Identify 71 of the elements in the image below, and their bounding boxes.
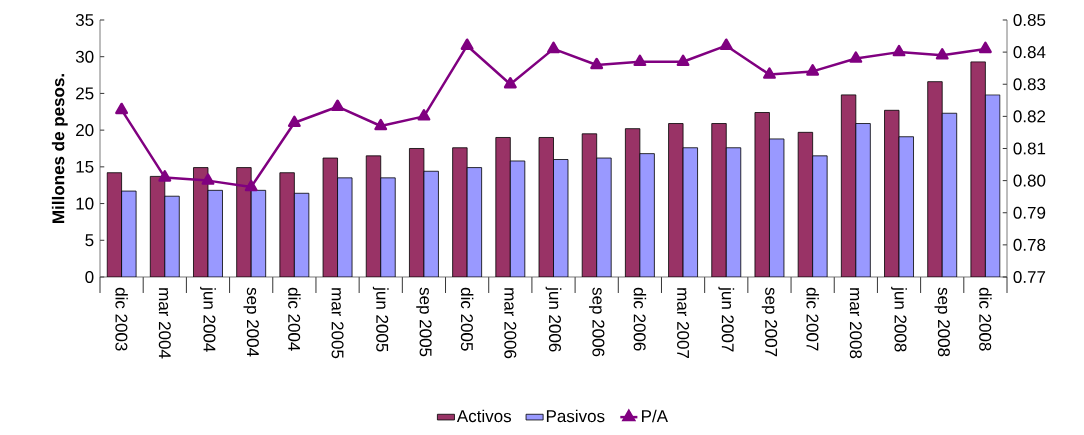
bar [596,157,612,277]
x-tick-label: mar 2006 [504,288,517,359]
point [417,109,431,121]
point [115,102,129,115]
y-tick-label: 5 [85,234,94,247]
point [201,173,215,185]
x-tick-label: jun 2005 [372,286,389,352]
y2-tick-label: 0.81 [1013,142,1046,155]
point [590,57,604,70]
point [244,179,258,192]
point [547,41,560,54]
x-tick-label: jun 2006 [545,286,562,352]
y2-tick-label: 0.80 [1013,174,1046,187]
x-tick-label: jun 2008 [891,286,907,352]
y2-tick-label: 0.83 [1013,78,1046,91]
legend-label: Activos [456,409,512,423]
x-tick-label: dic 2008 [979,287,992,351]
y2-tick-label: 0.85 [1013,13,1046,27]
bar [164,195,180,277]
bar [495,137,511,277]
x-tick-label: mar 2005 [331,288,344,359]
x-tick-label: sep 2008 [934,287,950,357]
y2-tick-label: 0.82 [1013,110,1046,123]
point [460,38,474,50]
point [892,44,906,57]
point [158,170,172,182]
legend-label: P/A [642,409,668,423]
x-tick-label: dic 2006 [633,287,647,351]
y-tick-label: 30 [75,50,94,63]
x-tick-label: dic 2004 [288,287,301,351]
legend-label: Pasivos [546,409,605,423]
point [676,54,690,67]
point [331,99,344,111]
y-tick-label: 35 [75,13,94,27]
point [806,64,820,76]
x-tick-label: mar 2004 [158,288,171,359]
y-axis-title: Millones de pesos. [51,74,68,223]
y-tick-label: 25 [76,87,94,100]
bar [927,81,943,277]
point [935,48,949,60]
x-tick-label: jun 2004 [200,286,216,352]
y-tick-label: 0 [85,270,94,284]
y2-tick-label: 0.84 [1013,46,1046,59]
y-tick-label: 15 [76,160,94,173]
bar [711,123,727,277]
x-tick-label: sep 2007 [761,287,778,357]
bar [236,167,252,277]
point [633,54,647,67]
y2-tick-label: 0.78 [1013,238,1046,251]
point [374,118,388,131]
bar [855,123,871,277]
point [849,51,863,63]
point [763,67,776,79]
x-tick-label: dic 2007 [806,287,819,351]
point [978,41,992,54]
x-tick-label: jun 2007 [718,286,735,352]
bar [380,177,396,277]
x-tick-label: sep 2004 [243,287,259,357]
x-tick-label: dic 2003 [115,287,128,351]
x-tick-label: sep 2006 [589,287,605,357]
y2-tick-label: 0.77 [1013,270,1046,284]
x-tick-label: dic 2005 [460,287,474,351]
point [503,76,517,89]
point [719,38,733,50]
y-tick-label: 20 [76,124,94,137]
x-tick-label: mar 2007 [677,288,690,359]
y-tick-label: 10 [76,197,94,210]
x-tick-label: mar 2008 [849,288,862,359]
x-tick-label: sep 2005 [416,287,432,357]
y2-tick-label: 0.79 [1013,206,1046,219]
point [287,115,301,128]
